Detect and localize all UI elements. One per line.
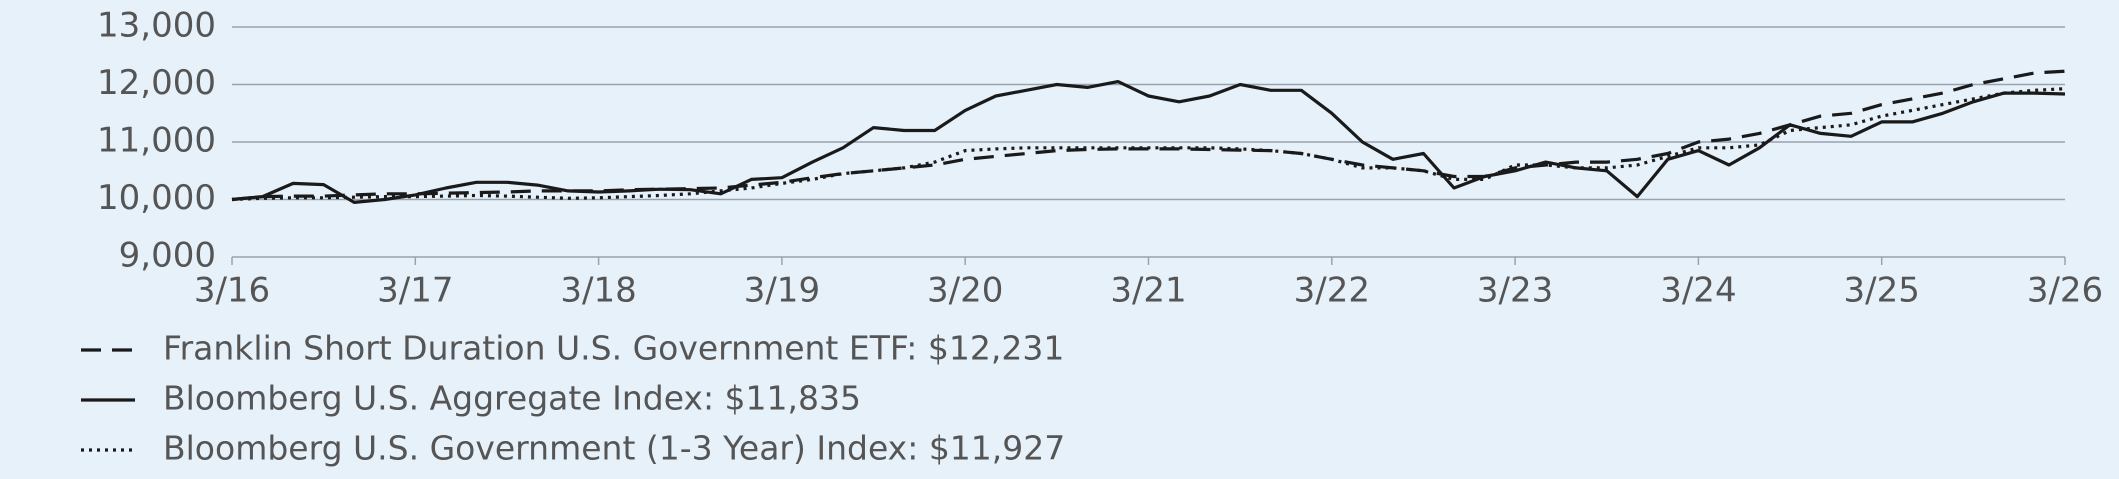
x-tick-label: 3/18: [560, 271, 636, 311]
legend-label: Franklin Short Duration U.S. Government …: [163, 329, 1064, 368]
y-tick-label: 10,000: [97, 178, 216, 218]
x-tick-label: 3/25: [1844, 271, 1920, 311]
series-line: [231, 80, 2066, 204]
x-tick-label: 3/21: [1110, 271, 1186, 311]
legend-label: Bloomberg U.S. Aggregate Index: $11,835: [163, 379, 861, 418]
series-line: [231, 87, 2066, 202]
x-tick-label: 3/26: [2027, 271, 2103, 311]
y-tick-label: 11,000: [97, 121, 216, 161]
x-tick-label: 3/16: [194, 271, 270, 311]
y-tick-label: 9,000: [119, 236, 216, 276]
x-tick-label: 3/24: [1660, 271, 1736, 311]
x-tick-label: 3/23: [1477, 271, 1553, 311]
legend-label: Bloomberg U.S. Government (1-3 Year) Ind…: [163, 429, 1065, 468]
y-tick-label: 12,000: [97, 63, 216, 103]
x-tick-label: 3/22: [1294, 271, 1370, 311]
x-tick-label: 3/19: [744, 271, 820, 311]
x-tick-label: 3/17: [377, 271, 453, 311]
y-tick-label: 13,000: [97, 6, 216, 46]
x-tick-label: 3/20: [927, 271, 1003, 311]
series-line: [231, 69, 2066, 202]
